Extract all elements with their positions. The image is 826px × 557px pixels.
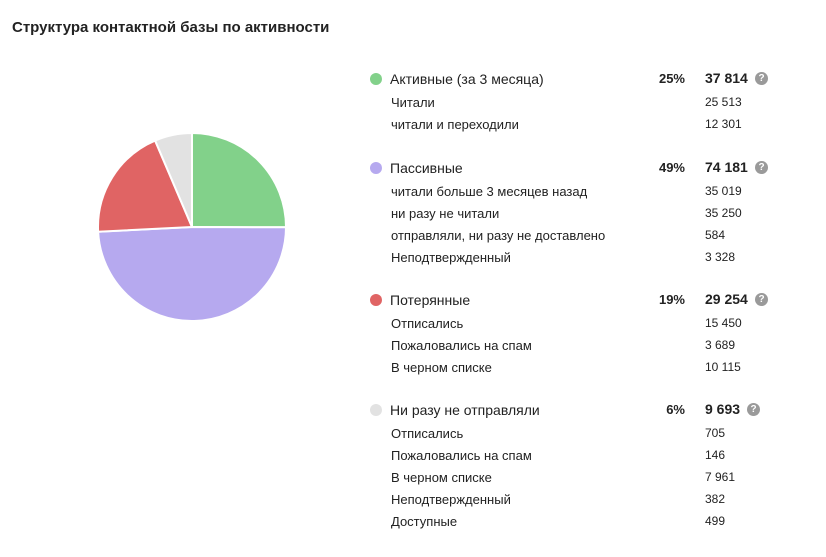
group-percent: 49% — [658, 160, 685, 175]
breakdown-value: 584 — [705, 228, 726, 242]
group-percent: 25% — [658, 71, 685, 86]
breakdown-label: Пожаловались на спам — [391, 448, 532, 463]
breakdown-row: В черном списке 10 115 — [0, 358, 826, 378]
breakdown-row: Отписались 705 — [0, 424, 826, 444]
pie-chart — [97, 131, 288, 322]
breakdown-row: читали больше 3 месяцев назад 35 019 — [0, 182, 826, 202]
group-name: Активные (за 3 месяца) — [390, 71, 544, 87]
breakdown-label: читали больше 3 месяцев назад — [391, 184, 588, 199]
help-icon[interactable]: ? — [747, 403, 760, 416]
chart-title: Структура контактной базы по активности — [12, 19, 330, 36]
breakdown-label: Доступные — [391, 514, 458, 529]
legend-color-dot — [370, 294, 382, 306]
breakdown-label: Неподтвержденный — [391, 250, 511, 265]
breakdown-label: Читали — [391, 95, 435, 110]
legend-color-dot — [370, 73, 382, 85]
breakdown-value: 146 — [705, 448, 726, 462]
breakdown-value: 382 — [705, 492, 726, 506]
breakdown-label: Неподтвержденный — [391, 492, 511, 507]
breakdown-row: В черном списке 7 961 — [0, 468, 826, 488]
group-total: 74 181 — [705, 159, 748, 175]
legend-color-dot — [370, 162, 382, 174]
breakdown-value: 12 301 — [705, 117, 742, 131]
group-name: Потерянные — [390, 292, 471, 308]
group-name: Пассивные — [390, 160, 463, 176]
breakdown-row: Читали 25 513 — [0, 93, 826, 113]
breakdown-row: ни разу не читали 35 250 — [0, 204, 826, 224]
legend-group: Ни разу не отправляли 6% 9 693? — [0, 399, 826, 421]
breakdown-label: читали и переходили — [391, 117, 519, 132]
breakdown-value: 3 328 — [705, 250, 736, 264]
breakdown-label: Отписались — [391, 316, 464, 331]
legend-group: Активные (за 3 месяца) 25% 37 814? — [0, 68, 826, 90]
help-icon[interactable]: ? — [755, 161, 768, 174]
group-percent: 19% — [658, 292, 685, 307]
breakdown-row: читали и переходили 12 301 — [0, 115, 826, 135]
legend-color-dot — [370, 404, 382, 416]
breakdown-value: 3 689 — [705, 338, 736, 352]
group-percent: 6% — [666, 402, 685, 417]
legend-group: Пассивные 49% 74 181? — [0, 157, 826, 179]
help-icon[interactable]: ? — [755, 72, 768, 85]
breakdown-row: Неподтвержденный 3 328 — [0, 248, 826, 268]
breakdown-label: Отписались — [391, 426, 464, 441]
help-icon[interactable]: ? — [755, 293, 768, 306]
group-total: 37 814 — [705, 70, 748, 86]
legend-group: Потерянные 19% 29 254? — [0, 289, 826, 311]
breakdown-value: 7 961 — [705, 470, 736, 484]
breakdown-value: 499 — [705, 514, 726, 528]
breakdown-label: В черном списке — [391, 360, 492, 375]
pie-slice-lost[interactable] — [97, 139, 194, 233]
group-total: 9 693 — [705, 401, 741, 417]
breakdown-row: Неподтвержденный 382 — [0, 490, 826, 510]
breakdown-row: отправляли, ни разу не доставлено 584 — [0, 226, 826, 246]
group-name: Ни разу не отправляли — [390, 402, 540, 418]
pie-slice-never[interactable] — [153, 131, 193, 228]
breakdown-label: Пожаловались на спам — [391, 338, 532, 353]
breakdown-row: Пожаловались на спам 3 689 — [0, 336, 826, 356]
breakdown-label: ни разу не читали — [391, 206, 500, 221]
group-total: 29 254 — [705, 291, 748, 307]
breakdown-label: отправляли, ни разу не доставлено — [391, 228, 606, 243]
breakdown-value: 25 513 — [705, 95, 742, 109]
breakdown-value: 10 115 — [705, 360, 741, 374]
breakdown-row: Пожаловались на спам 146 — [0, 446, 826, 466]
breakdown-value: 35 019 — [705, 184, 742, 198]
breakdown-row: Доступные 499 — [0, 512, 826, 532]
pie-slice-active[interactable] — [191, 131, 287, 229]
pie-slice-passive[interactable] — [97, 225, 288, 322]
breakdown-row: Отписались 15 450 — [0, 314, 826, 334]
breakdown-value: 15 450 — [705, 316, 742, 330]
breakdown-label: В черном списке — [391, 470, 492, 485]
breakdown-value: 35 250 — [705, 206, 742, 220]
breakdown-value: 705 — [705, 426, 726, 440]
